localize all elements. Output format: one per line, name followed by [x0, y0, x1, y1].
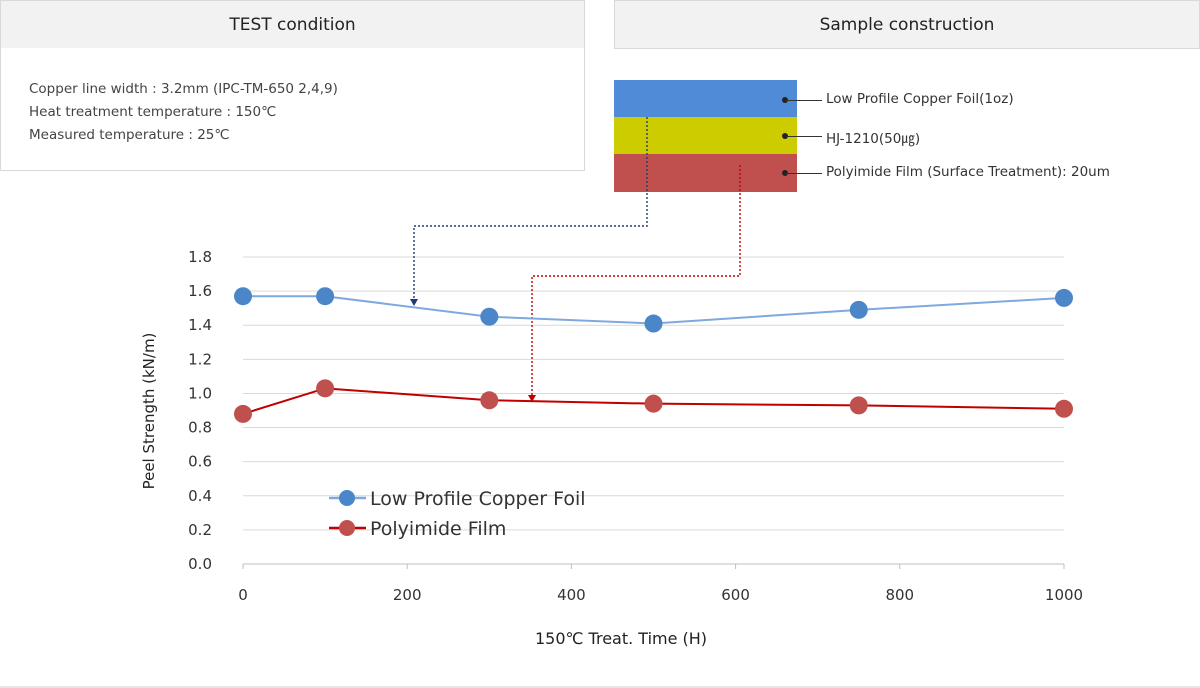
- test-condition-panel: [0, 48, 585, 171]
- layer-pointer-dot: [782, 170, 788, 176]
- y-axis-label: Peel Strength (kN/m): [140, 333, 158, 490]
- layer-label-polyimide: Polyimide Film (Surface Treatment): 20um: [826, 164, 1110, 180]
- copper-foil-connector: [413, 117, 648, 302]
- y-tick-label: 1.8: [188, 248, 212, 266]
- x-tick-label: 1000: [1045, 586, 1083, 604]
- legend: Low Profile Copper Foil Polyimide Film: [329, 488, 586, 540]
- data-point: [644, 394, 663, 413]
- adhesive-layer: [614, 117, 797, 154]
- y-tick-label: 1.4: [188, 316, 212, 334]
- layer-pointer-line: [786, 136, 822, 137]
- test-condition-header: TEST condition: [0, 0, 585, 49]
- y-tick-label: 0.2: [188, 521, 212, 539]
- y-tick-label: 0.8: [188, 419, 212, 437]
- y-tick-label: 0.4: [188, 487, 212, 505]
- x-tick-label: 0: [238, 586, 248, 604]
- data-point: [316, 379, 335, 398]
- polyimide-layer: [614, 154, 797, 192]
- x-tick-label: 400: [557, 586, 586, 604]
- layer-label-copper-foil: Low Profile Copper Foil(1oz): [826, 91, 1014, 107]
- copper-foil-connector-arrow: [410, 299, 418, 306]
- layer-pointer-dot: [782, 97, 788, 103]
- x-tick-label: 200: [393, 586, 422, 604]
- bottom-divider: [0, 686, 1200, 688]
- data-point: [1055, 288, 1073, 307]
- x-axis-label: 150℃ Treat. Time (H): [535, 629, 707, 648]
- y-tick-label: 0.0: [188, 555, 212, 573]
- legend-marker: [339, 520, 355, 536]
- layer-pointer-line: [786, 173, 822, 174]
- legend-marker: [339, 490, 355, 506]
- y-tick-label: 1.2: [188, 350, 212, 368]
- data-point: [234, 287, 252, 306]
- layer-pointer-dot: [782, 133, 788, 139]
- sample-construction-header: Sample construction: [614, 0, 1200, 49]
- legend-label: Low Profile Copper Foil: [370, 488, 586, 510]
- data-point: [849, 396, 868, 415]
- data-series: [234, 287, 1073, 423]
- copper-foil-layer: [614, 80, 797, 117]
- data-point: [1055, 399, 1073, 418]
- sample-construction-title: Sample construction: [819, 15, 995, 35]
- legend-label: Polyimide Film: [370, 518, 506, 540]
- layer-pointer-line: [786, 100, 822, 101]
- x-tick-label: 600: [721, 586, 750, 604]
- y-tick-label: 1.0: [188, 384, 212, 402]
- data-point: [316, 287, 335, 306]
- layer-label-adhesive: HJ-1210(50㎍): [826, 131, 921, 147]
- condition-line: Copper line width : 3.2mm (IPC-TM-650 2,…: [29, 81, 338, 97]
- data-point: [480, 307, 499, 326]
- polyimide-connector: [531, 165, 741, 398]
- data-point: [849, 300, 868, 319]
- axes: 0.0 0.2 0.4 0.6 0.8 1.0 1.2 1.4 1.6 1.8 0 200 400 600…: [188, 248, 1083, 604]
- condition-line: Heat treatment temperature : 150℃: [29, 104, 277, 120]
- series-line: [242, 387, 1065, 415]
- data-point: [480, 391, 499, 410]
- y-tick-label: 1.6: [188, 282, 212, 300]
- data-point: [234, 404, 252, 423]
- series-line: [243, 295, 1065, 325]
- polyimide-connector-arrow: [528, 395, 536, 402]
- test-condition-title: TEST condition: [229, 15, 356, 35]
- x-tick-label: 800: [885, 586, 914, 604]
- condition-line: Measured temperature : 25℃: [29, 127, 230, 143]
- data-point: [644, 314, 663, 333]
- layer-connectors: [410, 117, 741, 402]
- y-tick-label: 0.6: [188, 453, 212, 471]
